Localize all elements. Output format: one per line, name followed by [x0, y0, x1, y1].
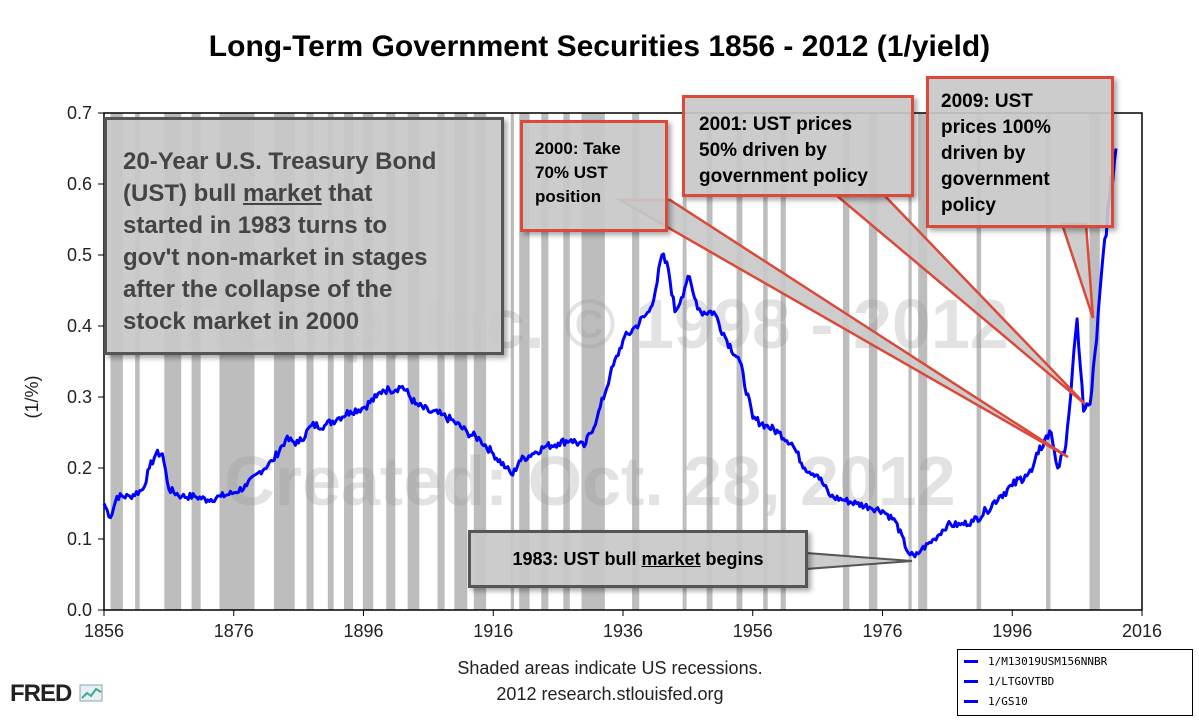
recession-band — [581, 113, 605, 610]
recession-band — [1045, 113, 1051, 610]
x-tick-label: 1876 — [214, 621, 254, 641]
legend-label: 1/M13019USM156NNBR — [988, 654, 1108, 668]
legend-swatch — [964, 699, 978, 703]
y-tick-label: 0.3 — [67, 387, 92, 407]
tick-labels: 1856 1876 1896 1916 1936 1956 1976 1996 2016 0.0 0… — [67, 103, 1162, 641]
callout-2001-line-3: government policy — [699, 166, 868, 187]
chart-title: Long-Term Government Securities 1856 - 2… — [208, 30, 991, 63]
recession-band — [976, 113, 982, 610]
legend-swatch — [964, 659, 978, 663]
x-tick-label: 2016 — [1122, 621, 1162, 641]
recession-band — [868, 113, 878, 610]
watermark-line-2: Created: Oct. 28, 2012 — [224, 442, 955, 520]
recession-band — [706, 113, 713, 610]
y-tick-label: 0.6 — [67, 174, 92, 194]
x-tick-label: 1956 — [733, 621, 773, 641]
y-tick-label: 0.5 — [67, 245, 92, 265]
callout-1983-prefix: 1983: UST bull — [512, 549, 642, 569]
callout-2009-line-1: 2009: UST — [941, 91, 1033, 112]
recession-band — [563, 113, 570, 610]
callout-1983-suffix: begins — [700, 549, 764, 569]
recession-band — [362, 113, 374, 610]
callout-2001: 2001: UST prices 50% driven by governmen… — [682, 95, 914, 197]
callout-2009-line-4: government — [941, 169, 1050, 190]
callout-2009-line-5: policy — [941, 195, 996, 216]
x-tick-label: 1976 — [862, 621, 902, 641]
legend-entry: 1/M13019USM156NNBR — [964, 652, 1192, 670]
recession-band — [632, 113, 640, 610]
callout-2000: 2000: Take 70% UST position — [520, 120, 668, 232]
recession-band — [327, 113, 334, 610]
legend-label: 1/GS10 — [988, 694, 1028, 708]
legend-swatch — [964, 679, 978, 683]
axes — [98, 112, 1143, 616]
pointer-1983 — [805, 551, 913, 571]
legend-label: 1/LTGOVTBD — [988, 674, 1055, 688]
y-tick-label: 0.2 — [67, 458, 92, 478]
main-box-line-6: stock market in 2000 — [123, 308, 360, 335]
main-box-line-2-end: that — [321, 180, 373, 207]
footer-source: 2012 research.stlouisfed.org — [496, 684, 724, 704]
recession-band — [763, 113, 768, 610]
main-box-line-5: after the collapse of the — [123, 276, 393, 303]
recession-band — [344, 113, 354, 610]
recession-band — [135, 113, 140, 610]
callout-2000-line-3: position — [535, 187, 602, 206]
callout-2009-line-3: driven by — [941, 143, 1026, 164]
y-tick-label: 0.1 — [67, 529, 92, 549]
y-tick-label: 0.7 — [67, 103, 92, 123]
recession-band — [541, 113, 549, 610]
recession-band — [918, 113, 928, 610]
callout-1983: 1983: UST bull market begins — [468, 530, 808, 588]
recession-band — [386, 113, 396, 610]
recession-band — [682, 113, 687, 610]
pointer-2009 — [1060, 222, 1095, 319]
main-box-line-4: gov't non-market in stages — [123, 244, 428, 271]
main-box-line-3: started in 1983 turns to — [123, 212, 388, 239]
recession-band — [407, 113, 420, 610]
recession-band — [191, 113, 201, 610]
main-box-line-2-start: (UST) bull — [123, 180, 243, 207]
fred-logo: FRED — [10, 680, 103, 708]
main-box-line-1: 20-Year U.S. Treasury Bond — [123, 148, 437, 175]
recession-band — [519, 113, 530, 610]
fred-logo-text: FRED — [10, 680, 72, 707]
callout-1983-market-word: market — [641, 549, 701, 569]
x-tick-label: 1916 — [473, 621, 513, 641]
x-tick-label: 1896 — [343, 621, 383, 641]
callout-pointers — [615, 193, 1095, 571]
callout-2000-line-2: 70% UST — [535, 163, 608, 182]
series-line — [102, 148, 1118, 559]
legend: 1/M13019USM156NNBR 1/LTGOVTBD 1/GS10 — [957, 649, 1193, 716]
callout-2009: 2009: UST prices 100% driven by governme… — [926, 76, 1114, 228]
y-tick-label: 0.4 — [67, 316, 92, 336]
y-axis-label: (1/%) — [22, 375, 42, 418]
recession-band — [306, 113, 314, 610]
callout-2000-line-1: 2000: Take — [535, 139, 621, 158]
main-box-line-2: (UST) bull market that — [123, 178, 485, 210]
x-tick-label: 1856 — [84, 621, 124, 641]
main-box-market-word: market — [242, 180, 322, 207]
x-tick-label: 1996 — [992, 621, 1032, 641]
callout-2001-line-2: 50% driven by — [699, 140, 827, 161]
x-tick-label: 1936 — [603, 621, 643, 641]
callout-2009-line-2: prices 100% — [941, 117, 1051, 138]
recession-band — [510, 113, 515, 610]
legend-entry: 1/GS10 — [964, 692, 1192, 710]
main-annotation-box: 20-Year U.S. Treasury Bond (UST) bull ma… — [104, 117, 504, 355]
recession-band — [437, 113, 445, 610]
legend-entry: 1/LTGOVTBD — [964, 672, 1192, 690]
fred-logo-chart-icon — [79, 684, 103, 702]
footer-recession-note: Shaded areas indicate US recessions. — [457, 658, 763, 678]
callout-2001-line-1: 2001: UST prices — [699, 114, 853, 135]
recession-band — [780, 113, 786, 610]
y-tick-label: 0.0 — [67, 600, 92, 620]
recession-band — [842, 113, 850, 610]
